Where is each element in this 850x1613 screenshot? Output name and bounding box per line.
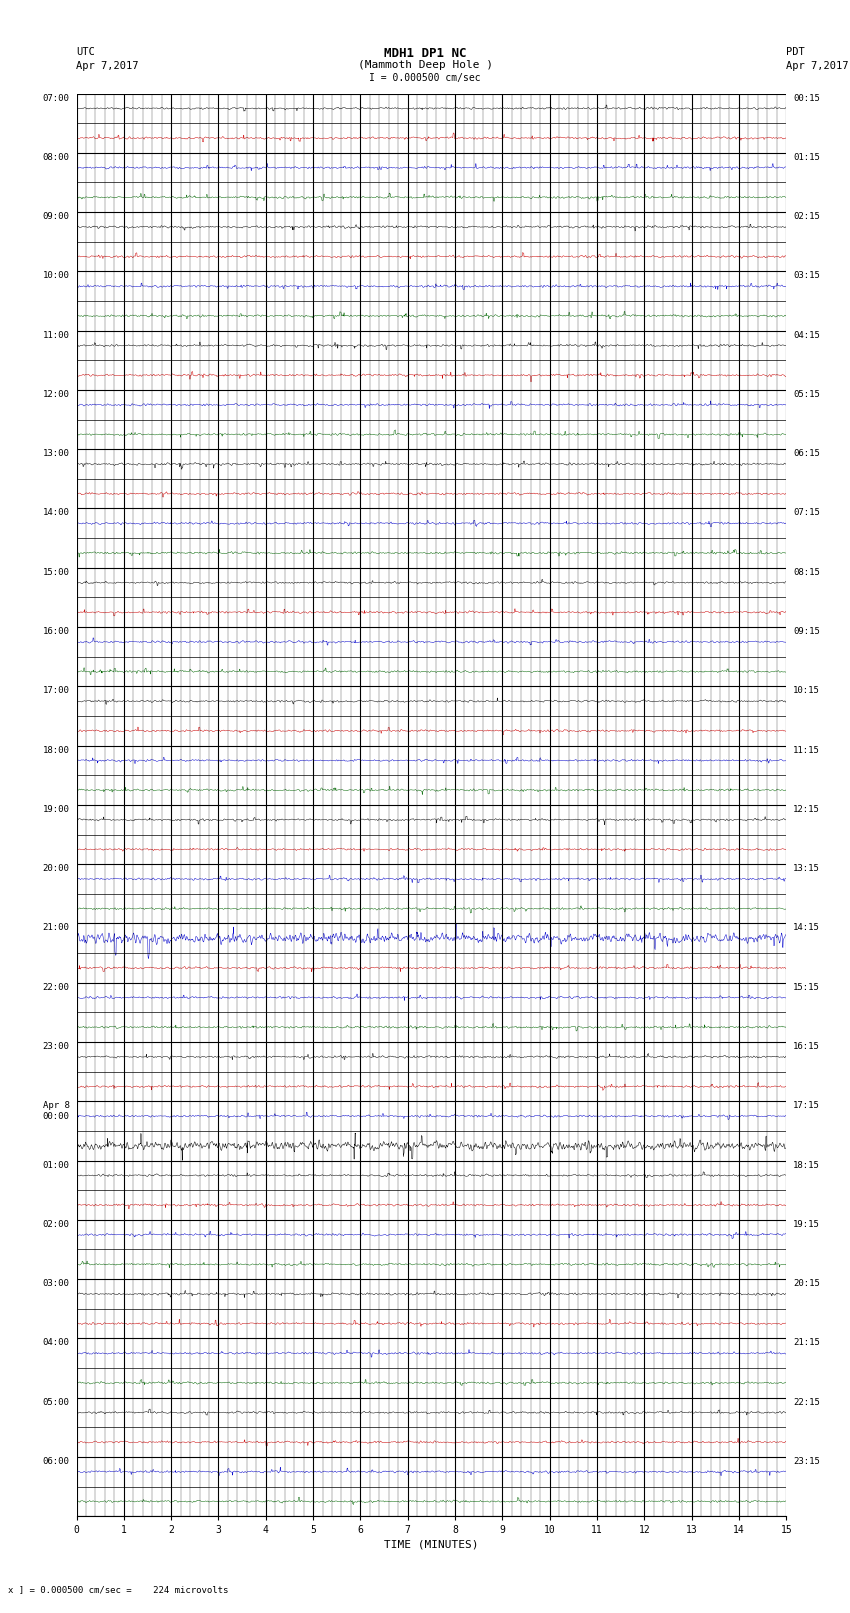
Text: 13:00: 13:00 xyxy=(42,450,70,458)
Text: 10:15: 10:15 xyxy=(793,687,820,695)
Text: 04:15: 04:15 xyxy=(793,331,820,340)
Text: 02:15: 02:15 xyxy=(793,213,820,221)
Text: 02:00: 02:00 xyxy=(42,1219,70,1229)
Text: 21:15: 21:15 xyxy=(793,1339,820,1347)
Text: (Mammoth Deep Hole ): (Mammoth Deep Hole ) xyxy=(358,60,492,69)
X-axis label: TIME (MINUTES): TIME (MINUTES) xyxy=(384,1539,479,1550)
Text: 22:15: 22:15 xyxy=(793,1397,820,1407)
Text: 19:00: 19:00 xyxy=(42,805,70,815)
Text: 04:00: 04:00 xyxy=(42,1339,70,1347)
Text: 11:15: 11:15 xyxy=(793,745,820,755)
Text: 07:00: 07:00 xyxy=(42,94,70,103)
Text: 12:15: 12:15 xyxy=(793,805,820,815)
Text: Apr 8
00:00: Apr 8 00:00 xyxy=(42,1102,70,1121)
Text: Apr 7,2017: Apr 7,2017 xyxy=(76,61,139,71)
Text: Apr 7,2017: Apr 7,2017 xyxy=(786,61,849,71)
Text: 15:15: 15:15 xyxy=(793,982,820,992)
Text: 20:00: 20:00 xyxy=(42,865,70,873)
Text: MDH1 DP1 NC: MDH1 DP1 NC xyxy=(383,47,467,60)
Text: 06:15: 06:15 xyxy=(793,450,820,458)
Text: 16:00: 16:00 xyxy=(42,627,70,636)
Text: x ] = 0.000500 cm/sec =    224 microvolts: x ] = 0.000500 cm/sec = 224 microvolts xyxy=(8,1584,229,1594)
Text: 00:15: 00:15 xyxy=(793,94,820,103)
Text: 03:15: 03:15 xyxy=(793,271,820,281)
Text: 18:15: 18:15 xyxy=(793,1161,820,1169)
Text: 09:00: 09:00 xyxy=(42,213,70,221)
Text: 01:15: 01:15 xyxy=(793,153,820,161)
Text: 19:15: 19:15 xyxy=(793,1219,820,1229)
Text: 05:15: 05:15 xyxy=(793,390,820,398)
Text: 09:15: 09:15 xyxy=(793,627,820,636)
Text: 21:00: 21:00 xyxy=(42,923,70,932)
Text: 11:00: 11:00 xyxy=(42,331,70,340)
Text: 17:15: 17:15 xyxy=(793,1102,820,1110)
Text: 14:15: 14:15 xyxy=(793,923,820,932)
Text: 22:00: 22:00 xyxy=(42,982,70,992)
Text: 08:00: 08:00 xyxy=(42,153,70,161)
Text: 06:00: 06:00 xyxy=(42,1457,70,1466)
Text: 13:15: 13:15 xyxy=(793,865,820,873)
Text: UTC: UTC xyxy=(76,47,95,56)
Text: PDT: PDT xyxy=(786,47,805,56)
Text: 14:00: 14:00 xyxy=(42,508,70,518)
Text: 17:00: 17:00 xyxy=(42,687,70,695)
Text: 10:00: 10:00 xyxy=(42,271,70,281)
Text: 01:00: 01:00 xyxy=(42,1161,70,1169)
Text: I = 0.000500 cm/sec: I = 0.000500 cm/sec xyxy=(369,73,481,82)
Text: 07:15: 07:15 xyxy=(793,508,820,518)
Text: 18:00: 18:00 xyxy=(42,745,70,755)
Text: 16:15: 16:15 xyxy=(793,1042,820,1052)
Text: 15:00: 15:00 xyxy=(42,568,70,577)
Text: 12:00: 12:00 xyxy=(42,390,70,398)
Text: 23:00: 23:00 xyxy=(42,1042,70,1052)
Text: 08:15: 08:15 xyxy=(793,568,820,577)
Text: 03:00: 03:00 xyxy=(42,1279,70,1289)
Text: 05:00: 05:00 xyxy=(42,1397,70,1407)
Text: 20:15: 20:15 xyxy=(793,1279,820,1289)
Text: 23:15: 23:15 xyxy=(793,1457,820,1466)
